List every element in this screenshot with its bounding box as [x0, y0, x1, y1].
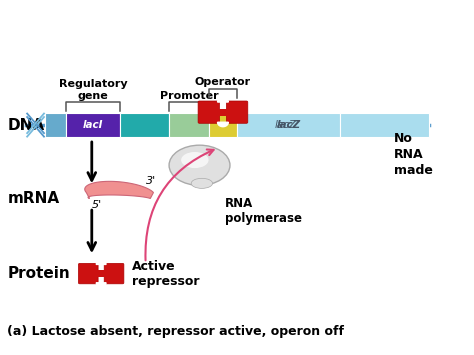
Ellipse shape — [191, 178, 212, 189]
Bar — [169, 113, 209, 137]
FancyBboxPatch shape — [198, 101, 219, 123]
Text: Protein: Protein — [8, 266, 70, 281]
Text: Active
repressor: Active repressor — [132, 260, 199, 288]
Text: mRNA: mRNA — [8, 191, 60, 206]
Ellipse shape — [169, 145, 230, 185]
Text: lacZ: lacZ — [275, 120, 297, 130]
Text: lacZ: lacZ — [276, 120, 301, 130]
FancyBboxPatch shape — [227, 101, 248, 123]
Text: 5': 5' — [92, 200, 102, 210]
Polygon shape — [218, 98, 228, 102]
Polygon shape — [85, 181, 154, 198]
Polygon shape — [96, 261, 106, 264]
Text: 3': 3' — [146, 176, 156, 186]
Bar — [218, 109, 228, 116]
Bar — [237, 113, 340, 137]
FancyBboxPatch shape — [104, 263, 124, 284]
Text: (a) Lactose absent, repressor active, operon off: (a) Lactose absent, repressor active, op… — [8, 325, 345, 338]
FancyArrowPatch shape — [146, 149, 214, 260]
Text: lacI: lacI — [82, 120, 103, 130]
Text: DNA: DNA — [8, 118, 45, 132]
Bar — [120, 113, 169, 137]
Polygon shape — [218, 122, 228, 127]
Bar — [45, 113, 66, 137]
Text: No
RNA
made: No RNA made — [394, 132, 433, 177]
FancyBboxPatch shape — [78, 263, 98, 284]
Ellipse shape — [181, 152, 209, 168]
Text: Regulatory
gene: Regulatory gene — [59, 79, 127, 100]
Bar — [97, 270, 106, 277]
Text: Operator: Operator — [195, 77, 251, 87]
Polygon shape — [96, 283, 106, 287]
Bar — [66, 113, 120, 137]
Bar — [209, 113, 237, 137]
Text: Promoter: Promoter — [160, 91, 219, 100]
Text: RNA
polymerase: RNA polymerase — [225, 197, 302, 225]
Bar — [340, 113, 429, 137]
